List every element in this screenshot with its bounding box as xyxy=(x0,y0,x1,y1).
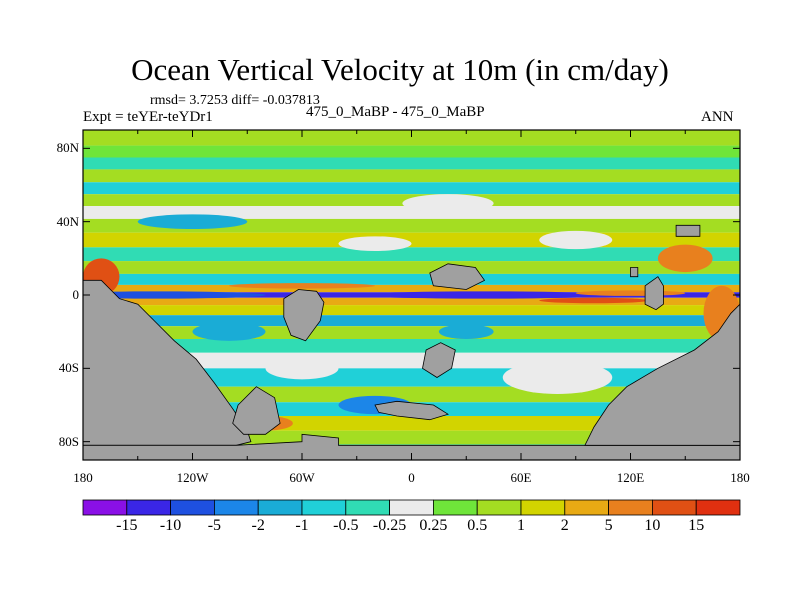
field-patch xyxy=(83,291,266,299)
land-region xyxy=(675,224,701,237)
field-band xyxy=(83,305,740,316)
field-patch xyxy=(265,357,339,380)
colorbar-swatch xyxy=(257,499,303,516)
field-patch xyxy=(338,236,412,252)
lat-label: 40N xyxy=(56,213,79,229)
lon-label: 180 xyxy=(730,470,750,485)
lat-label: 0 xyxy=(72,287,80,302)
land-mask xyxy=(83,224,740,460)
field-band xyxy=(83,145,740,158)
colorbar-label: -15 xyxy=(116,517,138,534)
colorbar-label: -5 xyxy=(207,517,222,534)
season-label: ANN xyxy=(701,109,734,125)
land-region xyxy=(83,279,252,446)
land-region xyxy=(584,303,740,446)
colorbar-swatch xyxy=(213,499,259,516)
field-patch xyxy=(192,322,266,341)
colorbar-swatch xyxy=(345,499,390,516)
colorbar-swatch xyxy=(126,499,172,516)
field-band xyxy=(83,157,740,170)
colorbar-label: -0.5 xyxy=(333,517,359,534)
colorbar-label: 15 xyxy=(688,517,705,534)
colorbar-label: -1 xyxy=(295,517,309,534)
field-band xyxy=(83,297,740,306)
field-patch xyxy=(657,244,713,273)
colorbar-label: -0.25 xyxy=(372,517,407,534)
field-band xyxy=(83,232,740,248)
chart-title: Ocean Vertical Velocity at 10m (in cm/da… xyxy=(131,52,669,87)
colorbar-swatch xyxy=(564,499,609,516)
colorbar-label: -2 xyxy=(251,517,265,534)
field-patch xyxy=(356,291,613,299)
land-region xyxy=(644,276,664,311)
colorbar-swatch xyxy=(389,499,434,516)
land-region xyxy=(422,342,456,378)
field-band xyxy=(83,326,740,339)
field-band xyxy=(83,218,740,233)
colorbar-label: 0.5 xyxy=(467,517,488,534)
land-region xyxy=(283,289,325,342)
stats-line: rmsd= 3.7253 diff= -0.037813 xyxy=(150,93,320,108)
lon-label: 120E xyxy=(616,470,645,485)
land-region xyxy=(429,263,486,290)
colorbar-swatch xyxy=(695,499,741,516)
lon-label: 60E xyxy=(510,470,532,485)
colorbar-label: -10 xyxy=(159,517,182,534)
field-band xyxy=(83,247,740,262)
colorbar-label: 5 xyxy=(604,517,613,534)
field-band xyxy=(83,284,740,293)
colorbar-label: 2 xyxy=(560,517,569,534)
colorbar-swatch xyxy=(170,499,215,516)
colorbar-swatch xyxy=(301,499,347,516)
field-patch xyxy=(539,230,613,250)
field-patch xyxy=(402,194,494,213)
field-band xyxy=(83,273,740,285)
axis-ticks xyxy=(82,130,741,460)
field-band xyxy=(83,182,740,195)
colorbar-label: 0.25 xyxy=(419,517,448,534)
lon-label: 180 xyxy=(73,470,93,485)
colorbar-label: 1 xyxy=(517,517,525,534)
field-band xyxy=(83,206,740,219)
lat-label: 40S xyxy=(58,360,79,376)
lat-label: 80S xyxy=(58,433,79,449)
field-patch xyxy=(137,214,248,230)
field-band xyxy=(83,169,740,183)
experiment-label: Expt = teYEr-teYDr1 xyxy=(83,109,213,125)
lon-label: 60W xyxy=(289,470,315,485)
colorbar-swatch xyxy=(520,499,566,516)
field-patch xyxy=(438,324,494,339)
field-patch xyxy=(229,283,375,289)
lon-label: 0 xyxy=(408,470,415,485)
field-patch xyxy=(502,361,613,394)
colorbar xyxy=(82,499,741,516)
field-band xyxy=(83,261,740,274)
colorbar-swatch xyxy=(432,499,478,516)
land-region xyxy=(83,433,740,460)
colorbar-swatch xyxy=(82,499,128,516)
land-region xyxy=(630,267,639,278)
field-band xyxy=(83,339,740,353)
colorbar-swatch xyxy=(652,499,697,516)
lon-label: 120W xyxy=(176,470,209,485)
land-region xyxy=(374,400,449,421)
lat-label: 80N xyxy=(56,140,79,156)
colorbar-swatch xyxy=(476,499,522,516)
field-patch xyxy=(575,290,686,296)
colorbar-label: 10 xyxy=(644,517,661,534)
field-patch xyxy=(539,297,649,304)
colorbar-swatch xyxy=(608,499,653,516)
field-band xyxy=(83,315,740,327)
case-label: 475_0_MaBP - 475_0_MaBP xyxy=(306,104,485,120)
land-region xyxy=(232,386,281,435)
